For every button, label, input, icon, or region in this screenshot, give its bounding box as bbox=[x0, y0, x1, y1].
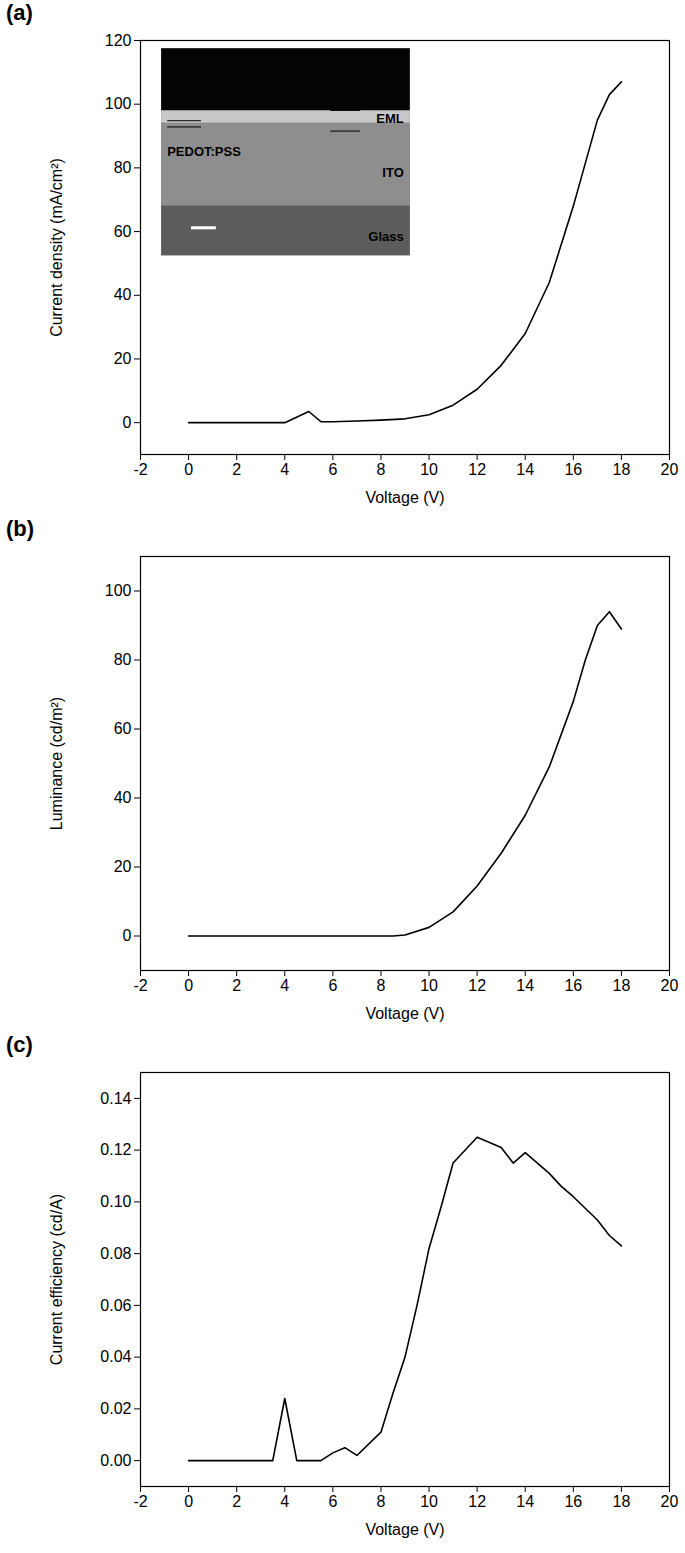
svg-text:60: 60 bbox=[114, 223, 132, 240]
svg-text:14: 14 bbox=[516, 461, 534, 478]
svg-text:14: 14 bbox=[516, 1493, 534, 1510]
svg-text:ITO: ITO bbox=[382, 165, 403, 180]
svg-text:60: 60 bbox=[114, 720, 132, 737]
svg-text:40: 40 bbox=[114, 789, 132, 806]
svg-text:4: 4 bbox=[280, 1493, 289, 1510]
svg-text:Current density (mA/cm²): Current density (mA/cm²) bbox=[48, 158, 65, 337]
svg-text:2: 2 bbox=[232, 977, 241, 994]
svg-text:0: 0 bbox=[184, 977, 193, 994]
svg-text:6: 6 bbox=[328, 461, 337, 478]
svg-text:20: 20 bbox=[114, 350, 132, 367]
svg-text:16: 16 bbox=[564, 461, 582, 478]
svg-text:4: 4 bbox=[280, 461, 289, 478]
svg-text:6: 6 bbox=[328, 977, 337, 994]
svg-text:8: 8 bbox=[377, 1493, 386, 1510]
svg-text:80: 80 bbox=[114, 651, 132, 668]
svg-text:-2: -2 bbox=[133, 461, 147, 478]
svg-text:Voltage (V): Voltage (V) bbox=[365, 1005, 444, 1022]
svg-text:10: 10 bbox=[420, 977, 438, 994]
svg-text:80: 80 bbox=[114, 159, 132, 176]
svg-text:20: 20 bbox=[661, 977, 679, 994]
svg-text:6: 6 bbox=[328, 1493, 337, 1510]
svg-text:Voltage (V): Voltage (V) bbox=[365, 1521, 444, 1538]
svg-text:16: 16 bbox=[564, 977, 582, 994]
svg-text:Voltage (V): Voltage (V) bbox=[365, 489, 444, 506]
svg-text:8: 8 bbox=[377, 461, 386, 478]
svg-text:14: 14 bbox=[516, 977, 534, 994]
svg-text:Luminance (cd/m²): Luminance (cd/m²) bbox=[48, 697, 65, 830]
svg-text:40: 40 bbox=[114, 286, 132, 303]
svg-text:2: 2 bbox=[232, 1493, 241, 1510]
svg-text:12: 12 bbox=[468, 461, 486, 478]
svg-text:8: 8 bbox=[377, 977, 386, 994]
svg-text:12: 12 bbox=[468, 1493, 486, 1510]
svg-text:0.08: 0.08 bbox=[100, 1245, 131, 1262]
svg-text:Glass: Glass bbox=[368, 229, 403, 244]
svg-text:PEDOT:PSS: PEDOT:PSS bbox=[167, 144, 241, 159]
svg-text:Current efficiency (cd/A): Current efficiency (cd/A) bbox=[48, 1194, 65, 1365]
svg-text:120: 120 bbox=[105, 32, 132, 49]
svg-text:12: 12 bbox=[468, 977, 486, 994]
svg-text:0: 0 bbox=[123, 414, 132, 431]
svg-text:2: 2 bbox=[232, 461, 241, 478]
svg-text:0: 0 bbox=[184, 1493, 193, 1510]
svg-text:-2: -2 bbox=[133, 977, 147, 994]
svg-text:0.00: 0.00 bbox=[100, 1452, 131, 1469]
svg-text:18: 18 bbox=[613, 1493, 631, 1510]
svg-text:0.06: 0.06 bbox=[100, 1296, 131, 1313]
svg-text:18: 18 bbox=[613, 977, 631, 994]
svg-text:0.12: 0.12 bbox=[100, 1141, 131, 1158]
svg-text:0.04: 0.04 bbox=[100, 1348, 131, 1365]
svg-text:10: 10 bbox=[420, 1493, 438, 1510]
svg-text:20: 20 bbox=[114, 858, 132, 875]
svg-text:0.10: 0.10 bbox=[100, 1193, 131, 1210]
svg-text:0: 0 bbox=[184, 461, 193, 478]
svg-text:EML: EML bbox=[376, 111, 404, 126]
svg-text:0: 0 bbox=[123, 927, 132, 944]
svg-text:20: 20 bbox=[661, 461, 679, 478]
svg-text:100: 100 bbox=[105, 582, 132, 599]
svg-text:-2: -2 bbox=[133, 1493, 147, 1510]
svg-text:0.02: 0.02 bbox=[100, 1400, 131, 1417]
svg-text:20: 20 bbox=[661, 1493, 679, 1510]
html-text:(c): (c) bbox=[6, 1032, 33, 1057]
svg-text:0.14: 0.14 bbox=[100, 1089, 131, 1106]
svg-text:10: 10 bbox=[420, 461, 438, 478]
svg-text:100: 100 bbox=[105, 95, 132, 112]
svg-text:18: 18 bbox=[613, 461, 631, 478]
svg-text:4: 4 bbox=[280, 977, 289, 994]
html-text:(a): (a) bbox=[6, 0, 33, 25]
html-text:(b): (b) bbox=[6, 516, 35, 541]
svg-text:16: 16 bbox=[564, 1493, 582, 1510]
